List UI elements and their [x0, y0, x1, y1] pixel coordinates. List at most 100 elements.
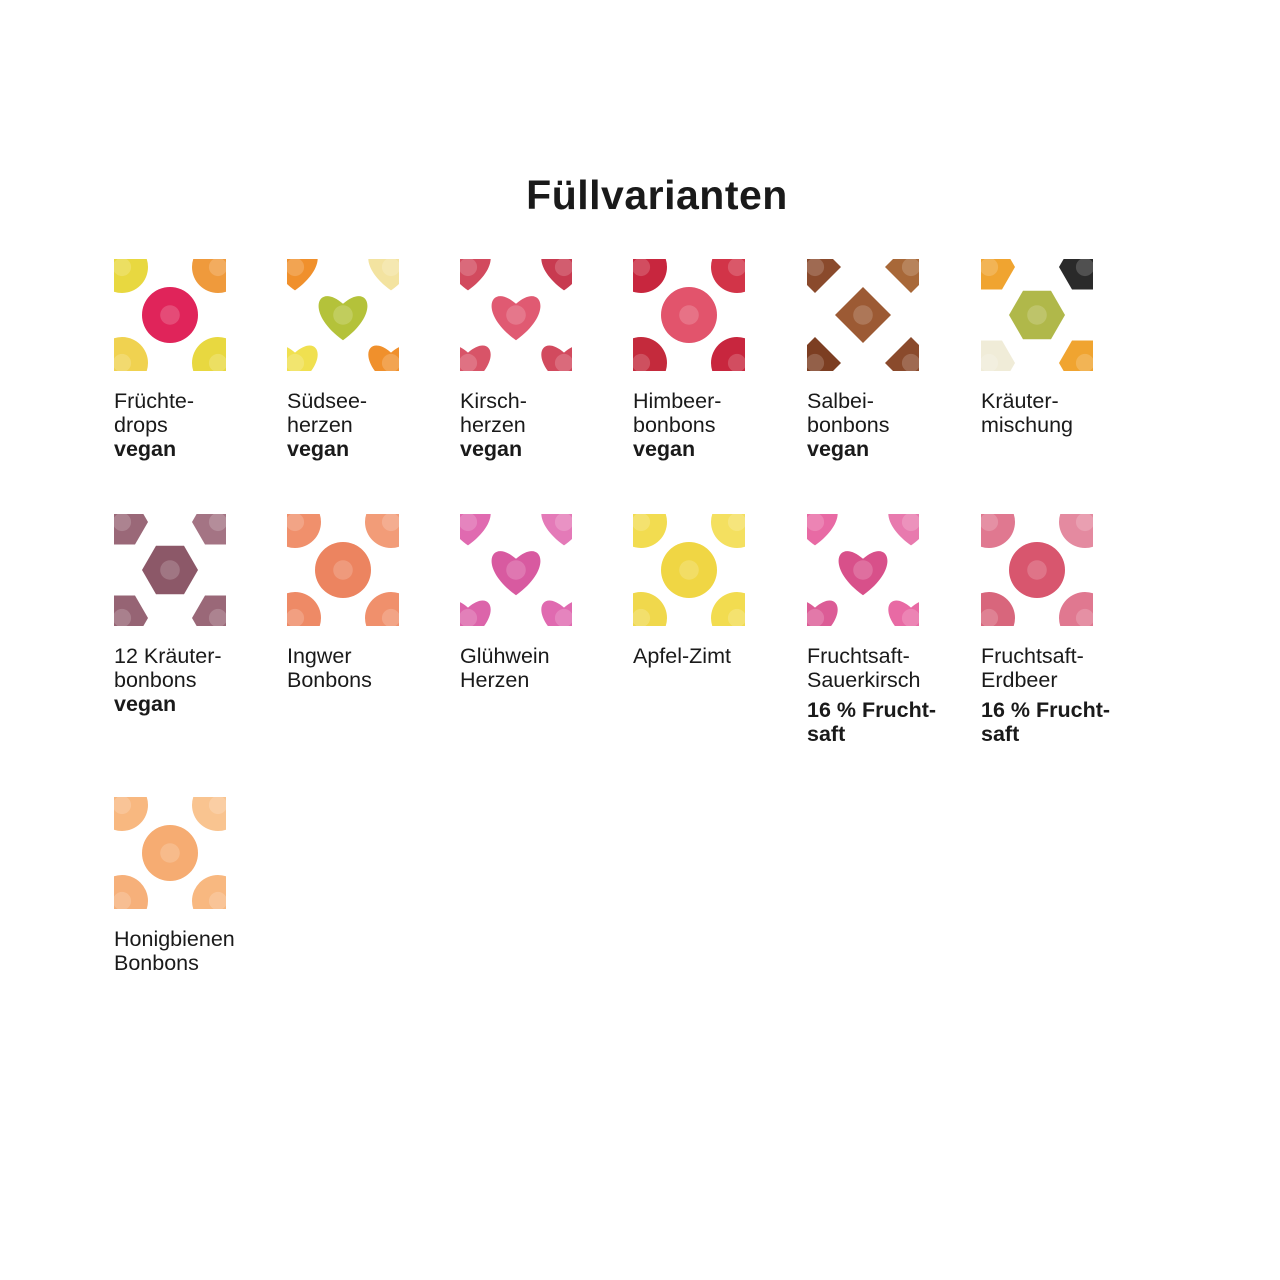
candy-piece-2	[541, 259, 572, 291]
variant-name-line: Fruchtsaft-	[981, 644, 1084, 668]
variant-name-line: bonbons	[114, 668, 197, 692]
candy-highlight-4	[381, 608, 399, 626]
candy-piece-4	[888, 600, 919, 626]
candy-piece-1	[807, 259, 841, 293]
candy-highlight-1	[981, 514, 999, 532]
variant-fruchtsaft-erdbeer: Fruchtsaft- Erdbeer 16 % Frucht-saft	[981, 514, 1151, 746]
candy-piece-3	[287, 345, 318, 371]
candy-image	[807, 259, 919, 371]
candy-highlight-4	[727, 353, 745, 371]
candy-piece-3	[807, 600, 838, 626]
variant-name-line: drops	[114, 413, 168, 437]
variant-name-line: mischung	[981, 413, 1074, 437]
candy-piece-5	[838, 551, 888, 596]
variant-label: Fruchtsaft- Sauerkirsch 16 % Frucht-saft	[807, 644, 977, 746]
candy-highlight-3	[460, 608, 478, 626]
candy-piece-5	[318, 296, 368, 341]
candy-highlight-2	[554, 514, 572, 532]
candy-highlight-1	[287, 259, 305, 277]
variant-name-line: Südsee-	[287, 389, 368, 413]
variant-himbeerbonbons: Himbeer-bonbons vegan	[633, 259, 803, 461]
candy-image	[633, 259, 745, 371]
variant-tag: 16 % Frucht-	[981, 698, 1111, 722]
candy-piece-2	[541, 514, 572, 546]
candy-piece-1	[114, 259, 148, 293]
variant-name-line: 12 Kräuter-	[114, 644, 222, 668]
candy-highlight-2	[381, 514, 399, 532]
candy-piece-1	[114, 514, 148, 545]
candy-piece-3	[981, 592, 1015, 626]
variant-name-line: herzen	[460, 413, 526, 437]
candy-highlight-3	[981, 608, 999, 626]
candy-piece-4	[192, 337, 226, 371]
candy-highlight-4	[554, 608, 572, 626]
candy-piece-3	[633, 337, 667, 371]
candy-piece-2	[711, 259, 745, 293]
candy-highlight-5	[506, 305, 526, 325]
variant-label: Glühwein Herzen	[460, 644, 630, 692]
candy-highlight-1	[981, 259, 999, 277]
variant-salbeibonbons: Salbei-bonbons vegan	[807, 259, 977, 461]
candy-highlight-1	[287, 514, 305, 532]
candy-piece-2	[711, 514, 745, 548]
variant-label: Südsee-herzen vegan	[287, 389, 457, 461]
variant-name-line: Herzen	[460, 668, 530, 692]
candy-piece-1	[981, 514, 1015, 548]
candy-piece-3	[114, 337, 148, 371]
candy-highlight-2	[901, 514, 919, 532]
variant-name-line: herzen	[287, 413, 353, 437]
candy-piece-3	[460, 600, 491, 626]
candy-highlight-5	[160, 560, 180, 580]
candy-piece-3	[807, 337, 841, 371]
candy-piece-1	[981, 259, 1015, 290]
candy-piece-3	[114, 595, 148, 626]
candy-highlight-4	[1075, 608, 1093, 626]
candy-highlight-1	[460, 514, 478, 532]
variant-name-line: bonbons	[807, 413, 890, 437]
candy-image	[460, 259, 572, 371]
candy-highlight-5	[506, 560, 526, 580]
candy-image	[114, 259, 226, 371]
variant-ingwer-bonbons: Ingwer Bonbons	[287, 514, 457, 692]
variant-label: Apfel-Zimt	[633, 644, 803, 668]
variant-kraeutermischung: Kräuter-mischung	[981, 259, 1151, 437]
candy-piece-5	[835, 287, 891, 343]
candy-piece-3	[633, 592, 667, 626]
candy-highlight-4	[1075, 353, 1093, 371]
variant-tag: vegan	[807, 437, 870, 461]
variant-name-line: Bonbons	[114, 951, 199, 975]
candy-highlight-1	[633, 514, 651, 532]
candy-highlight-3	[460, 353, 478, 371]
candy-piece-3	[981, 340, 1015, 371]
variant-honigbienen-bonbons: Honigbienen Bonbons	[114, 797, 284, 975]
variant-name-line: Sauerkirsch	[807, 668, 921, 692]
candy-highlight-4	[554, 353, 572, 371]
candy-piece-5	[661, 542, 717, 598]
candy-image	[287, 514, 399, 626]
candy-highlight-3	[633, 608, 651, 626]
candy-piece-1	[807, 514, 838, 546]
candy-highlight-3	[807, 353, 825, 371]
candy-highlight-2	[727, 514, 745, 532]
variant-label: Honigbienen Bonbons	[114, 927, 284, 975]
candy-highlight-3	[114, 891, 132, 909]
candy-piece-4	[711, 592, 745, 626]
candy-highlight-5	[1027, 560, 1047, 580]
variant-apfel-zimt: Apfel-Zimt	[633, 514, 803, 668]
variant-name-line: Erdbeer	[981, 668, 1058, 692]
candy-piece-4	[368, 345, 399, 371]
candy-image	[981, 514, 1093, 626]
candy-piece-1	[460, 259, 491, 291]
candy-highlight-4	[381, 353, 399, 371]
variant-label: Salbei-bonbons vegan	[807, 389, 977, 461]
candy-piece-4	[192, 875, 226, 909]
candy-highlight-4	[208, 353, 226, 371]
candy-piece-4	[1059, 340, 1093, 371]
variant-tag: 16 % Frucht-	[807, 698, 937, 722]
candy-piece-2	[192, 259, 226, 293]
variant-name-line: Früchte-	[114, 389, 195, 413]
candy-piece-5	[491, 296, 541, 341]
candy-highlight-2	[1075, 259, 1093, 277]
candy-highlight-4	[208, 608, 226, 626]
candy-piece-4	[365, 592, 399, 626]
